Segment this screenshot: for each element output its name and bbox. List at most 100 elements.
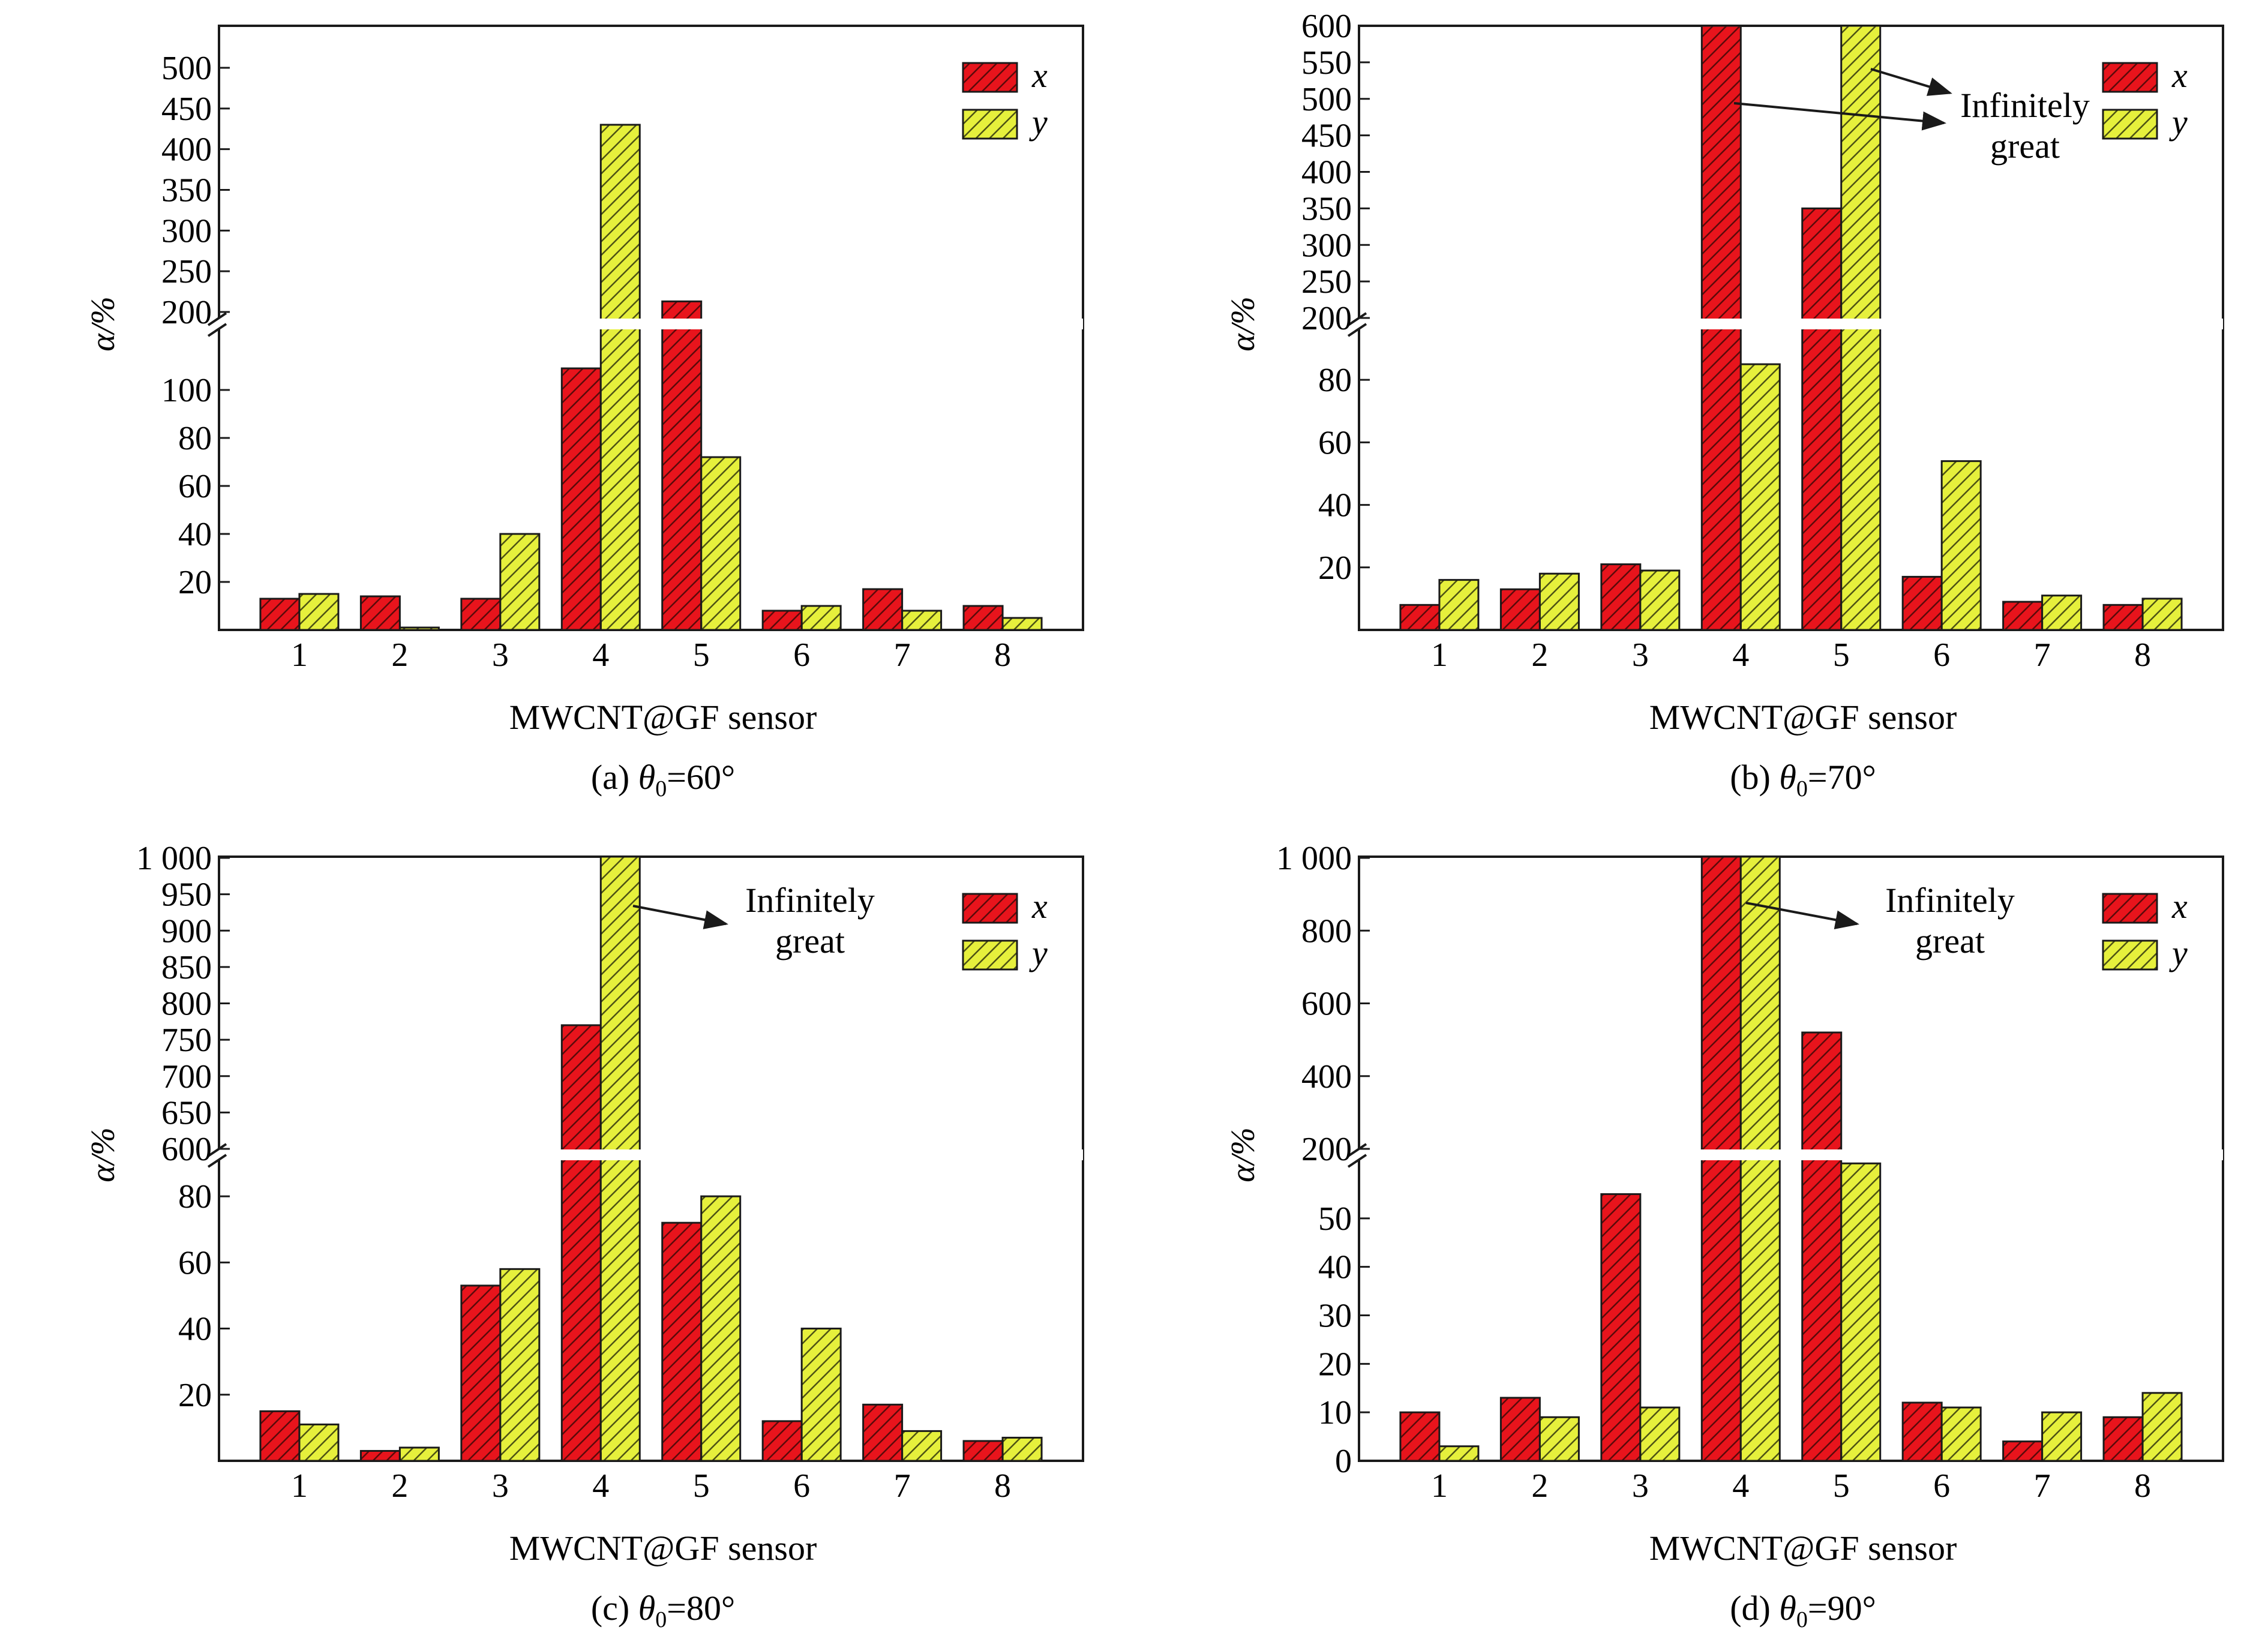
legend-swatch-x xyxy=(2102,893,2158,924)
bar-x-1 xyxy=(259,598,301,631)
x-tick-label: 2 xyxy=(391,637,408,674)
y-axis-label: α/% xyxy=(85,296,122,352)
bar-y-1 xyxy=(1438,1445,1480,1462)
y-axis-label: α/% xyxy=(1225,296,1262,352)
bar-y-5 xyxy=(1840,1162,1882,1462)
x-tick-label: 4 xyxy=(592,637,609,674)
x-tick-label: 2 xyxy=(1531,637,1548,674)
x-tick-label: 5 xyxy=(1833,637,1850,674)
annotation-line1: Infinitely xyxy=(1960,86,2090,125)
axis-break-band xyxy=(213,1149,1083,1160)
bar-y-8 xyxy=(2141,1392,2183,1462)
bar-x-6 xyxy=(761,1420,803,1462)
bar-y-6 xyxy=(1940,460,1982,631)
annotation-line2: great xyxy=(1915,921,1985,960)
bar-x-2 xyxy=(359,595,401,631)
y-tick-label: 450 xyxy=(1301,118,1352,155)
y-tick-label: 40 xyxy=(1318,1249,1352,1286)
bar-y-1 xyxy=(1438,579,1480,631)
bar-x-5 xyxy=(661,1221,703,1462)
bar-x-7 xyxy=(862,588,904,631)
annotation-line2: great xyxy=(1990,127,2060,166)
y-tick-label: 350 xyxy=(1301,190,1352,227)
y-tick-label: 60 xyxy=(178,1244,212,1281)
bar-x-7 xyxy=(2002,1440,2044,1462)
legend: xy xyxy=(962,56,1048,142)
annotation-arrow xyxy=(1733,102,1946,131)
bar-x-5 xyxy=(1801,207,1843,631)
bar-x-3 xyxy=(460,1284,502,1462)
bar-x-8 xyxy=(2102,1416,2144,1462)
y-tick-label: 20 xyxy=(1318,1346,1352,1383)
axis-break-band xyxy=(213,319,1083,329)
caption-variable: θ xyxy=(1779,1589,1796,1628)
y-tick-label: 250 xyxy=(1301,263,1352,301)
y-tick-label: 450 xyxy=(161,91,212,128)
caption-variable: θ xyxy=(1779,758,1796,797)
y-tick-label: 800 xyxy=(1301,912,1352,950)
x-tick-label: 1 xyxy=(291,637,308,674)
panel-caption: (b) θ0=70° xyxy=(1730,758,1876,802)
y-tick-label: 40 xyxy=(1318,487,1352,524)
caption-suffix: =80° xyxy=(667,1589,735,1628)
x-tick-label: 4 xyxy=(1732,637,1749,674)
bar-x-1 xyxy=(1399,604,1441,631)
caption-suffix: =60° xyxy=(667,758,735,797)
bar-x-2 xyxy=(1499,588,1541,631)
bar-y-6 xyxy=(1940,1406,1982,1462)
y-tick-label: 700 xyxy=(161,1058,212,1095)
bar-y-2 xyxy=(1538,1416,1580,1462)
x-tick-label: 8 xyxy=(2134,637,2151,674)
legend-label-y: y xyxy=(1029,933,1048,972)
caption-subscript: 0 xyxy=(655,1607,667,1630)
legend-swatch-x xyxy=(962,62,1018,93)
annotation-arrow xyxy=(1870,68,1952,96)
bar-y-4 xyxy=(599,124,641,631)
y-tick-label: 300 xyxy=(1301,227,1352,264)
legend-label-x: x xyxy=(2171,887,2188,926)
x-tick-label: 5 xyxy=(693,1467,710,1505)
legend-swatch-y xyxy=(2102,939,2158,971)
bar-x-5 xyxy=(1801,1031,1843,1462)
y-tick-label: 800 xyxy=(161,986,212,1023)
bar-y-2 xyxy=(1538,572,1580,631)
caption-prefix: (d) xyxy=(1730,1589,1779,1628)
bar-x-1 xyxy=(259,1410,301,1462)
legend-swatch-y xyxy=(962,109,1018,140)
y-tick-label: 550 xyxy=(1301,44,1352,82)
bar-y-5 xyxy=(700,1195,742,1462)
bar-y-7 xyxy=(901,1430,943,1462)
bar-x-2 xyxy=(1499,1397,1541,1462)
bar-x-8 xyxy=(2102,604,2144,631)
panel-caption: (c) θ0=80° xyxy=(591,1589,735,1630)
x-axis-label: MWCNT@GF sensor xyxy=(1649,698,1957,737)
x-tick-label: 3 xyxy=(492,1467,509,1505)
chart-panel-d: 1 2 3 4 5 6 7 8 0 10 20 30 40 50 200 400 600 800 1 000 α/% M… xyxy=(1225,840,2224,1630)
bar-x-3 xyxy=(1600,1193,1642,1462)
y-tick-label: 1 000 xyxy=(136,840,212,877)
axis-break-mark xyxy=(1347,1154,1367,1168)
y-tick-label: 100 xyxy=(161,372,212,409)
x-tick-label: 2 xyxy=(1531,1467,1548,1505)
x-tick-label: 3 xyxy=(1632,1467,1649,1505)
caption-variable: θ xyxy=(638,1589,656,1628)
caption-subscript: 0 xyxy=(1796,1607,1808,1630)
y-tick-label: 500 xyxy=(161,50,212,87)
x-tick-label: 3 xyxy=(492,637,509,674)
y-tick-label: 10 xyxy=(1318,1394,1352,1431)
bar-y-7 xyxy=(2041,595,2083,631)
bar-x-6 xyxy=(1901,1401,1943,1462)
legend-label-x: x xyxy=(1031,887,1048,926)
x-tick-label: 6 xyxy=(1933,637,1950,674)
bar-y-1 xyxy=(298,1423,340,1462)
x-tick-label: 5 xyxy=(1833,1467,1850,1505)
x-tick-label: 7 xyxy=(894,637,911,674)
caption-prefix: (a) xyxy=(591,758,638,797)
bar-y-8 xyxy=(1001,617,1043,631)
legend-label-y: y xyxy=(2169,933,2188,972)
axis-break-mark xyxy=(207,312,227,326)
bar-x-4 xyxy=(560,367,602,631)
bar-y-8 xyxy=(2141,598,2183,631)
